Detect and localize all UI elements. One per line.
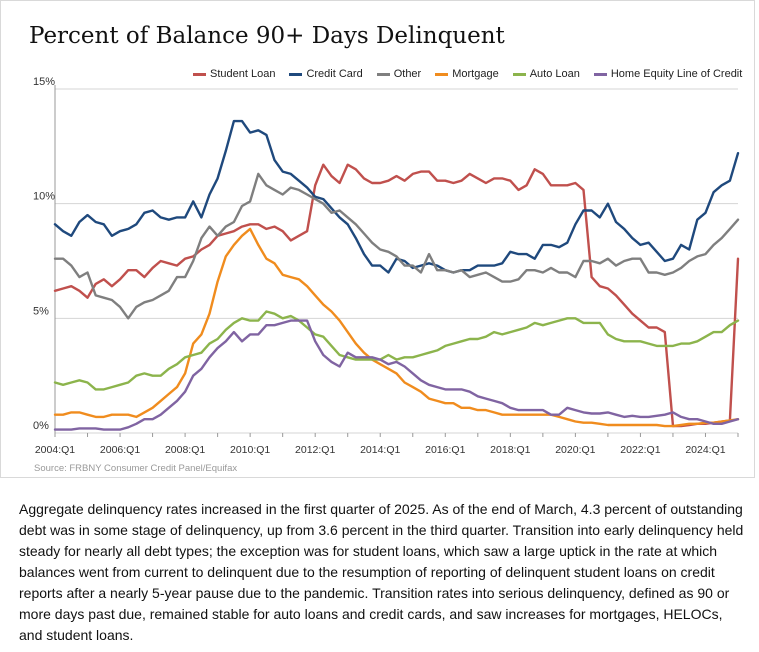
chart-panel: Percent of Balance 90+ Days Delinquent S…: [0, 0, 755, 478]
x-tick-label: 2018:Q1: [490, 444, 530, 456]
series-line-mortgage: [53, 227, 740, 428]
legend-item-auto-loan: Auto Loan: [512, 68, 580, 80]
legend-label: Student Loan: [210, 68, 276, 80]
y-tick-label: 0%: [33, 420, 49, 432]
legend-item-credit-card: Credit Card: [289, 68, 363, 80]
legend-swatch: [593, 72, 607, 76]
y-tick-label: 5%: [33, 305, 49, 317]
x-tick-label: 2006:Q1: [100, 444, 140, 456]
legend-label: Auto Loan: [529, 68, 580, 80]
x-tick-label: 2020:Q1: [555, 444, 595, 456]
legend-swatch: [435, 72, 449, 76]
legend-label: Other: [393, 68, 422, 80]
legend-item-student-loan: Student Loan: [193, 68, 275, 80]
x-tick-label: 2016:Q1: [425, 444, 465, 456]
legend-label: Mortgage: [452, 68, 499, 80]
x-tick-label: 2022:Q1: [620, 444, 660, 456]
legend-swatch: [376, 72, 390, 76]
y-tick-label: 15%: [33, 76, 55, 88]
y-tick-label: 10%: [33, 191, 55, 203]
series-line-auto-loan: [53, 310, 740, 391]
chart-legend: Student Loan Credit Card Other Mortgage Auto…: [193, 68, 742, 80]
legend-swatch: [193, 72, 206, 76]
legend-label: Credit Card: [306, 68, 363, 80]
x-tick-label: 2012:Q1: [295, 444, 335, 456]
legend-item-home-equity-line-of-credit: Home Equity Line of Credit: [593, 68, 743, 80]
series-line-credit-card: [53, 119, 740, 274]
legend-item-mortgage: Mortgage: [435, 68, 499, 80]
chart-plot: 0% 5% 10% 15% 2004:Q1 2006:Q1 2008:Q1 2010:Q1 20…: [33, 76, 740, 456]
chart-caption: Aggregate delinquency rates increased in…: [19, 501, 744, 643]
x-tick-label: 2024:Q1: [685, 444, 725, 456]
legend-swatch: [289, 72, 303, 76]
legend-item-other: Other: [376, 68, 422, 80]
chart-title: Percent of Balance 90+ Days Delinquent: [29, 23, 505, 49]
x-tick-label: 2010:Q1: [230, 444, 270, 456]
series-line-home-equity-line-of-credit: [53, 319, 740, 431]
x-tick-label: 2008:Q1: [165, 444, 205, 456]
x-tick-label: 2004:Q1: [35, 444, 75, 456]
series-line-other: [53, 172, 740, 320]
chart-source: Source: FRBNY Consumer Credit Panel/Equi…: [34, 463, 238, 474]
legend-swatch: [512, 72, 526, 76]
series-line-student-loan: [53, 163, 740, 428]
legend-label: Home Equity Line of Credit: [610, 68, 743, 80]
x-tick-label: 2014:Q1: [360, 444, 400, 456]
